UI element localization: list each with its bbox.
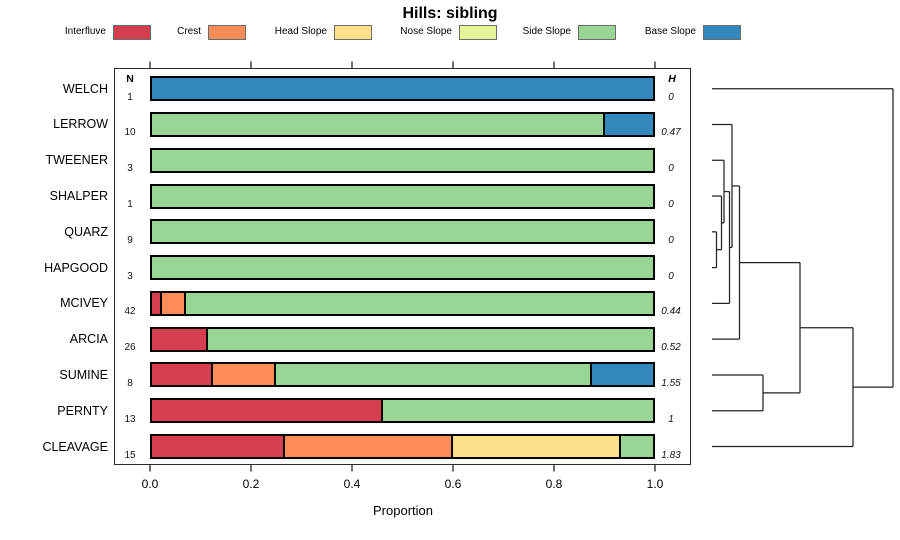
bar-segment-head-slope [451, 434, 622, 459]
legend-swatch-4 [578, 25, 616, 40]
n-value: 10 [124, 127, 136, 139]
legend: Interfluve Crest Head Slope Nose Slope Side … [0, 0, 900, 46]
bar [150, 326, 655, 352]
bar [150, 362, 655, 388]
bar-segment-side-slope [150, 111, 605, 137]
row-label: ARCIA [69, 332, 108, 347]
bar [150, 183, 655, 209]
h-value: 0 [668, 91, 674, 103]
bar-segment-side-slope [274, 362, 592, 388]
bar [150, 111, 655, 137]
x-tick-label: 1.0 [646, 477, 664, 491]
h-value: 0.47 [661, 127, 681, 139]
h-column-header: H [668, 73, 676, 85]
bar-segment-interfluve [150, 398, 384, 424]
bar [150, 434, 655, 459]
bar [150, 398, 655, 424]
n-value: 1 [127, 91, 133, 103]
n-value: 42 [124, 306, 136, 318]
bar-segment-side-slope [381, 398, 655, 424]
h-value: 0 [668, 270, 674, 282]
x-tick-label: 0.8 [545, 477, 563, 491]
row-label: LERROW [53, 117, 108, 132]
x-tick-label: 0.0 [141, 477, 159, 491]
row-label: MCIVEY [60, 296, 108, 311]
bar-segment-base-slope [150, 76, 655, 102]
legend-swatch-5 [703, 25, 741, 40]
n-column-header: N [126, 73, 134, 85]
bar-segment-interfluve [150, 362, 214, 388]
row-label: SUMINE [59, 367, 108, 382]
legend-swatch-0 [113, 25, 151, 40]
bar [150, 147, 655, 173]
h-value: 1 [668, 413, 674, 425]
row-label: PERNTY [57, 403, 108, 418]
legend-label-2: Head Slope [274, 26, 327, 37]
x-tick-label: 0.6 [444, 477, 462, 491]
n-value: 3 [127, 270, 133, 282]
chart-title: Hills: sibling [402, 5, 498, 22]
row-label: CLEAVAGE [42, 439, 108, 454]
row-label: WELCH [62, 81, 108, 96]
h-value: 0.44 [661, 306, 681, 318]
bar-segment-side-slope [184, 290, 655, 316]
legend-label-3: Nose Slope [400, 26, 452, 37]
legend-label-1: Crest [177, 26, 201, 37]
x-tick-label: 0.4 [343, 477, 361, 491]
bar-segment-base-slope [602, 111, 655, 137]
legend-swatch-2 [334, 25, 372, 40]
bar-segment-crest [282, 434, 453, 459]
legend-label-0: Interfluve [64, 26, 106, 37]
bar-segment-side-slope [150, 147, 655, 173]
h-value: 1.83 [661, 449, 681, 461]
x-tick-label: 0.2 [242, 477, 260, 491]
n-value: 9 [127, 234, 133, 246]
legend-swatch-1 [208, 25, 246, 40]
bar-segment-side-slope [206, 326, 655, 352]
legend-label-5: Base Slope [644, 26, 696, 37]
bar-segment-base-slope [589, 362, 655, 388]
n-value: 13 [124, 413, 136, 425]
row-label: SHALPER [49, 189, 108, 204]
bar-segment-side-slope [150, 255, 655, 281]
row-label: TWEENER [45, 153, 109, 168]
n-value: 15 [124, 449, 136, 461]
bar-segment-side-slope [619, 434, 655, 459]
bar-segment-side-slope [150, 183, 655, 209]
h-value: 1.55 [661, 377, 681, 389]
n-value: 26 [124, 342, 136, 354]
row-label: HAPGOOD [44, 260, 108, 275]
bar-segment-side-slope [150, 219, 655, 245]
legend-swatch-3 [459, 25, 497, 40]
bar [150, 290, 655, 316]
x-axis-title: Proportion [373, 503, 433, 518]
n-value: 3 [127, 163, 133, 175]
bar [150, 219, 655, 245]
n-value: 1 [127, 199, 133, 211]
bar [150, 76, 655, 102]
n-value: 8 [127, 377, 133, 389]
row-label: QUARZ [64, 224, 108, 239]
bar [150, 255, 655, 281]
h-value: 0 [668, 234, 674, 246]
h-value: 0 [668, 199, 674, 211]
legend-label-4: Side Slope [522, 26, 571, 37]
h-value: 0.52 [661, 342, 681, 354]
bar-segment-crest [211, 362, 277, 388]
h-value: 0 [668, 163, 674, 175]
